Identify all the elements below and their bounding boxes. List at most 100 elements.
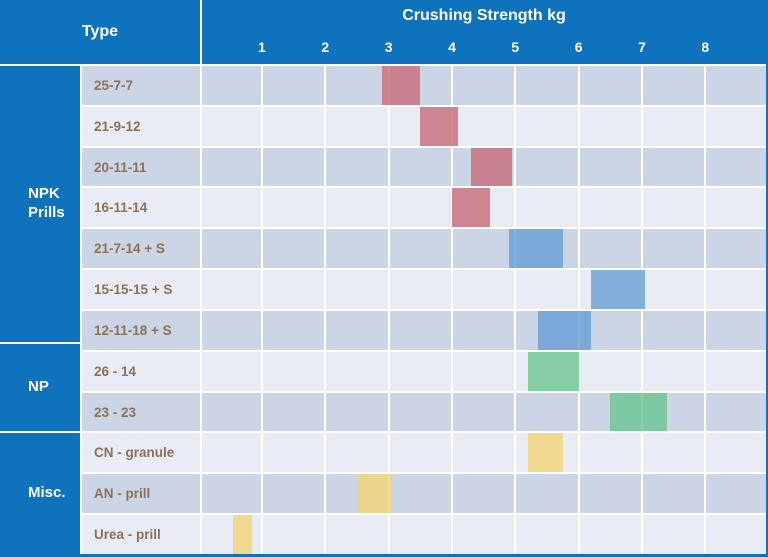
plot-row-urea-prill [202,515,766,554]
gridline-5 [514,392,517,432]
gridline-6 [577,106,580,146]
gridline-5 [514,147,517,187]
gridline-2 [324,474,327,514]
plot-row-21-7-14-s [202,229,766,271]
gridline-8 [704,106,707,146]
gridline-3 [387,392,390,432]
gridline-8 [704,229,707,269]
gridline-7 [641,147,643,187]
row-label-26-14: 26 - 14 [82,351,200,393]
group-cell-misc-: Misc. [0,433,82,554]
gridline-5 [514,474,517,514]
gridline-7 [641,474,643,514]
gridline-2 [324,188,327,228]
gridline-1 [260,66,263,105]
axis-tick-8: 8 [701,39,710,55]
gridline-1 [260,106,263,146]
gridline-8 [704,433,707,473]
gridline-4 [451,392,453,432]
gridline-6 [577,474,580,514]
range-bar-15-15-15-s [591,270,646,309]
gridline-4 [451,147,453,187]
gridline-5 [514,351,517,391]
gridline-6 [577,270,580,309]
gridline-4 [451,474,453,514]
range-bar-12-11-18-s [537,310,592,350]
axis-tick-2: 2 [321,39,330,55]
gridline-3 [387,270,390,309]
plot-row-16-11-14 [202,188,766,230]
group-label: NP [28,378,49,396]
gridline-4 [451,515,453,554]
gridline-2 [324,66,327,105]
range-bar-cn-granule [528,433,563,473]
gridline-2 [324,310,327,350]
gridline-8 [704,188,707,228]
gridline-3 [387,147,390,187]
axis-tick-7: 7 [638,39,646,55]
axis-tick-6: 6 [574,39,583,55]
gridline-7 [641,188,643,228]
row-label-21-9-12: 21-9-12 [82,106,200,148]
chart-header: Type Crushing Strength kg 1 2 3 4 5 6 7 8 [0,0,766,66]
type-column-header: Type [0,0,202,64]
plot-row-23-23 [202,392,766,434]
gridline-5 [514,433,517,473]
gridline-2 [324,106,327,146]
row-label-urea-prill: Urea - prill [82,515,200,554]
gridline-2 [324,515,327,554]
group-label: NPK Prills [28,185,65,222]
gridline-5 [514,515,517,554]
axis-tick-3: 3 [384,39,393,55]
gridline-7 [641,515,643,554]
gridline-1 [260,188,263,228]
axis-title: Crushing Strength kg [402,7,566,24]
gridline-5 [514,188,517,228]
gridline-4 [451,270,453,309]
label-column: 25-7-7 21-9-12 20-11-11 16-11-14 21-7-14 + S… [82,66,202,554]
plot-row-15-15-15-s [202,270,766,311]
gridline-6 [577,433,580,473]
row-label-15-15-15-s: 15-15-15 + S [82,270,200,311]
gridline-1 [260,474,263,514]
gridline-3 [387,351,390,391]
gridline-7 [641,310,643,350]
gridline-6 [577,515,580,554]
gridline-8 [704,147,707,187]
gridline-2 [324,229,327,269]
plot-row-21-9-12 [202,106,766,148]
gridline-3 [387,310,390,350]
gridline-7 [641,229,643,269]
gridline-6 [577,188,580,228]
gridline-1 [260,433,263,473]
group-cell-np: NP [0,344,82,433]
range-bar-23-23 [610,392,668,432]
row-label-16-11-14: 16-11-14 [82,188,200,230]
range-bar-21-9-12 [420,106,459,146]
gridline-1 [260,229,263,269]
gridline-3 [387,515,390,554]
row-label-cn-granule: CN - granule [82,433,200,475]
plot-row-cn-granule [202,433,766,475]
axis-header: Crushing Strength kg 1 2 3 4 5 6 7 8 [202,0,766,64]
gridline-8 [704,351,707,391]
plot-row-an-prill [202,474,766,516]
gridline-1 [260,270,263,309]
gridline-1 [260,310,263,350]
gridline-6 [577,229,580,269]
gridline-5 [514,270,517,309]
gridline-5 [514,106,517,146]
gridline-7 [641,106,643,146]
gridline-8 [704,270,707,309]
axis-tick-1: 1 [257,39,266,55]
gridline-2 [324,270,327,309]
gridline-2 [324,392,327,432]
gridline-7 [641,351,643,391]
range-bar-26-14 [528,351,579,391]
gridline-6 [577,392,580,432]
gridline-2 [324,147,327,187]
gridline-2 [324,351,327,391]
gridline-8 [704,392,707,432]
row-label-12-11-18-s: 12-11-18 + S [82,310,200,352]
